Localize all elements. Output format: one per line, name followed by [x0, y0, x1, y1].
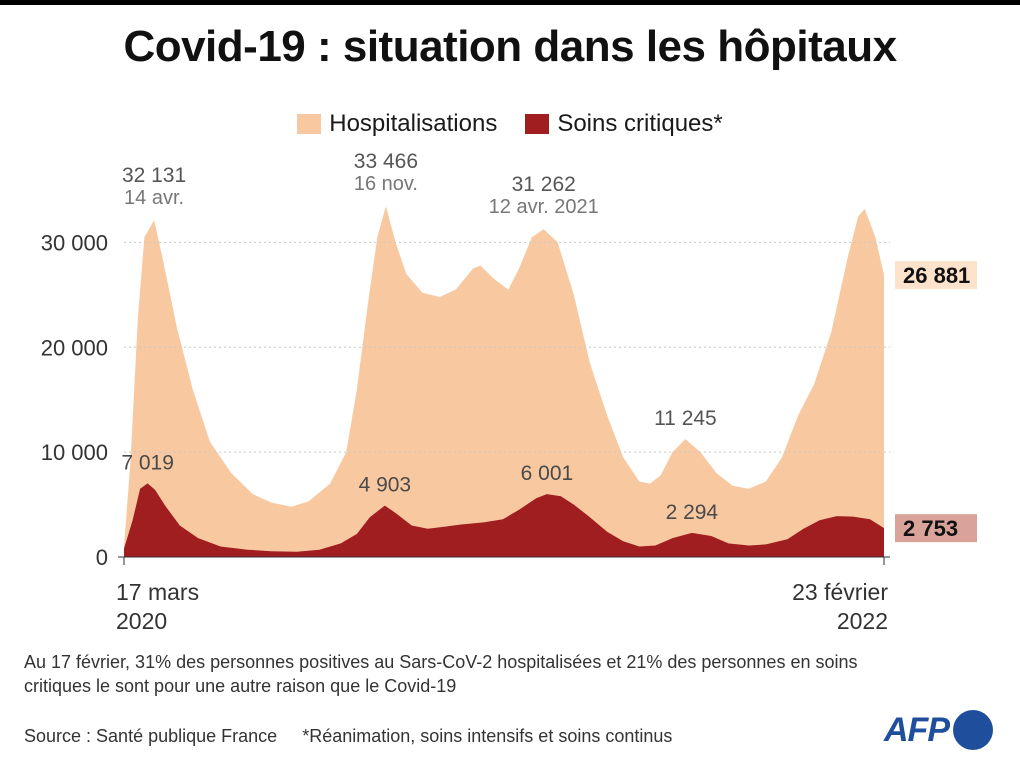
- peak-value-label: 4 903: [359, 474, 412, 497]
- area-series-0: [124, 206, 884, 557]
- last-value-box: [895, 261, 977, 290]
- peak-date-label: 14 avr.: [124, 187, 184, 209]
- legend-swatch-soins-critiques: [525, 114, 550, 134]
- peak-value-label: 33 466: [354, 150, 418, 173]
- peak-value-label: 7 019: [121, 451, 174, 474]
- chart-plot: 0 10 000 20 000 30 000 17 mars 2020 23 février…: [41, 150, 977, 634]
- legend-item-hospitalisations: Hospitalisations: [297, 110, 497, 138]
- area-series-1: [124, 483, 884, 557]
- afp-logo-circle: [953, 710, 993, 750]
- peak-value-label: 32 131: [122, 164, 186, 187]
- afp-logo: AFP: [884, 710, 993, 750]
- y-tick-label: 20 000: [41, 335, 108, 360]
- legend-label-soins-critiques: Soins critiques*: [557, 110, 723, 137]
- peak-value-label: 2 294: [666, 501, 719, 524]
- y-tick-label: 10 000: [41, 440, 108, 465]
- peak-value-label: 11 245: [654, 407, 717, 430]
- footnote-text: Au 17 février, 31% des personnes positiv…: [24, 652, 858, 696]
- last-value-label: 26 881: [903, 263, 970, 288]
- source-label: Source : Santé publique France: [24, 726, 278, 746]
- legend-label-hospitalisations: Hospitalisations: [329, 110, 498, 137]
- asterisk-footnote: *Réanimation, soins intensifs et soins c…: [302, 726, 673, 746]
- peak-value-label: 6 001: [521, 462, 574, 485]
- peak-date-label: 16 nov.: [354, 173, 418, 195]
- y-tick-label: 0: [96, 545, 108, 570]
- chart-title: Covid-19 : situation dans les hôpitaux: [123, 22, 897, 71]
- x-tick-label: 23 février: [792, 579, 888, 605]
- afp-logo-text: AFP: [884, 710, 950, 749]
- footer: Source : Santé publique France *Réanimat…: [24, 726, 672, 747]
- legend-item-soins-critiques: Soins critiques*: [525, 110, 723, 138]
- legend: Hospitalisations Soins critiques*: [0, 110, 1020, 138]
- top-rule: [0, 0, 1020, 5]
- x-tick-label: 17 mars: [116, 579, 199, 605]
- y-tick-label: 30 000: [41, 230, 108, 255]
- legend-swatch-hospitalisations: [297, 114, 322, 134]
- x-tick-label: 2022: [837, 608, 888, 634]
- peak-value-label: 31 262: [512, 173, 576, 196]
- last-value-box: [895, 514, 977, 543]
- x-tick-label: 2020: [116, 608, 167, 634]
- peak-date-label: 12 avr. 2021: [489, 196, 599, 218]
- last-value-label: 2 753: [903, 516, 958, 541]
